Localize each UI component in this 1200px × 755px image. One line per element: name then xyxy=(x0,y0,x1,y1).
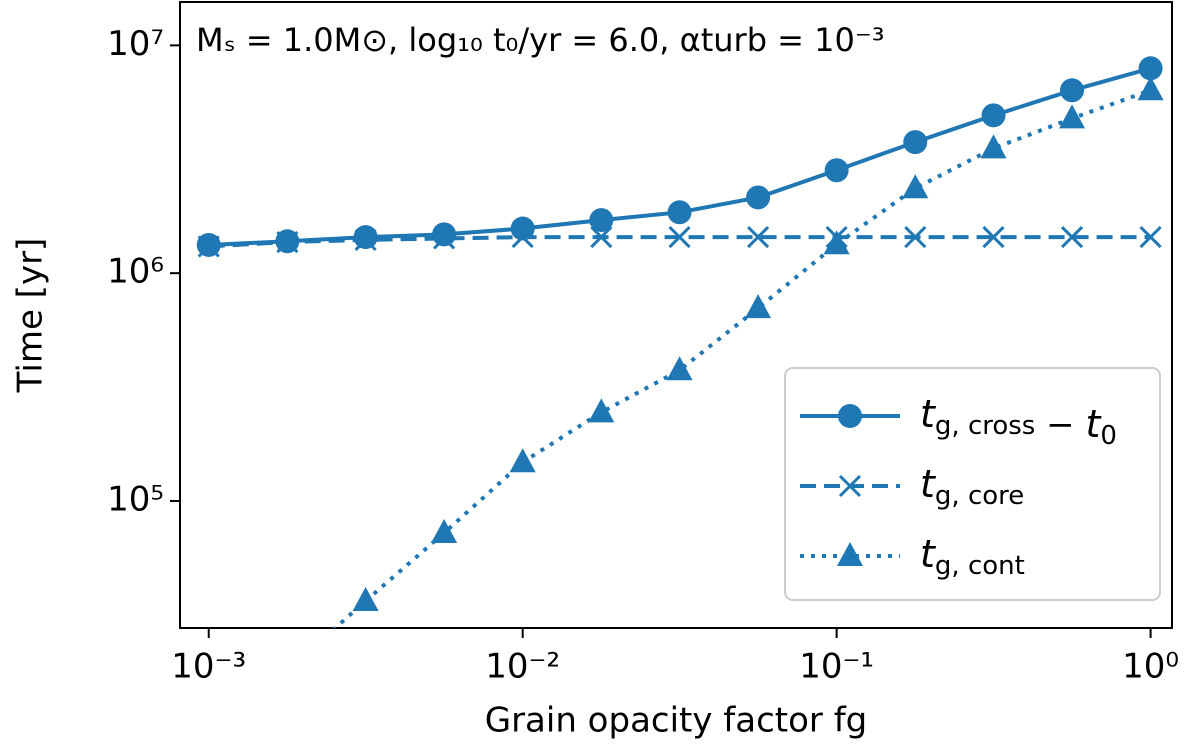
data-point xyxy=(746,185,771,210)
y-tick-label: 10⁶ xyxy=(107,252,164,292)
data-point xyxy=(354,228,377,251)
legend-marker xyxy=(838,474,862,498)
legend-label: tg, core xyxy=(920,462,1024,511)
data-point xyxy=(1137,76,1164,101)
legend-marker xyxy=(837,542,863,566)
data-point xyxy=(666,356,693,381)
data-point xyxy=(510,216,535,241)
data-point xyxy=(196,725,222,749)
data-point xyxy=(1060,78,1085,103)
chart-title: Mₛ = 1.0M⊙, log₁₀ t₀/yr = 6.0, αturb = 1… xyxy=(196,21,885,59)
data-point xyxy=(353,225,378,250)
data-point xyxy=(197,235,220,258)
x-tick-label: 10⁰ xyxy=(1122,647,1179,687)
data-point xyxy=(1059,104,1086,129)
data-point xyxy=(824,158,849,183)
data-point xyxy=(980,134,1007,159)
x-tick-label: 10⁻¹ xyxy=(799,647,874,687)
data-point xyxy=(1060,226,1084,249)
data-point xyxy=(433,227,456,250)
data-point xyxy=(276,230,299,254)
x-tick-label: 10⁻³ xyxy=(171,647,246,687)
data-point xyxy=(668,226,691,249)
data-point xyxy=(1139,226,1162,249)
plot-frame xyxy=(179,1,1173,629)
data-point xyxy=(823,230,850,255)
legend-marker xyxy=(838,404,862,428)
legend-box xyxy=(784,367,1161,601)
data-point xyxy=(904,226,927,249)
data-point xyxy=(509,448,536,473)
data-point xyxy=(274,657,300,681)
data-point xyxy=(432,222,457,247)
data-point xyxy=(903,130,928,155)
legend-label: tg, cont xyxy=(920,532,1025,581)
x-tick-label: 10⁻² xyxy=(485,647,560,687)
plot-area xyxy=(196,56,1164,749)
data-point xyxy=(352,586,379,611)
data-point xyxy=(667,200,692,225)
data-point xyxy=(590,226,613,249)
data-point xyxy=(747,226,770,249)
data-point xyxy=(982,226,1005,249)
data-point xyxy=(511,226,534,249)
data-point xyxy=(1138,56,1163,81)
y-tick-label: 10⁵ xyxy=(107,479,164,519)
legend-label: tg, cross − t0 xyxy=(920,392,1117,451)
data-point xyxy=(902,174,929,199)
data-point xyxy=(745,294,772,319)
data-point xyxy=(589,208,614,233)
y-axis-label: Time [yr] xyxy=(11,238,51,394)
x-axis-label: Grain opacity factor fg xyxy=(485,701,868,741)
data-point xyxy=(588,398,615,423)
data-point xyxy=(981,103,1006,128)
y-tick-label: 10⁷ xyxy=(107,24,164,64)
data-point xyxy=(431,518,458,543)
